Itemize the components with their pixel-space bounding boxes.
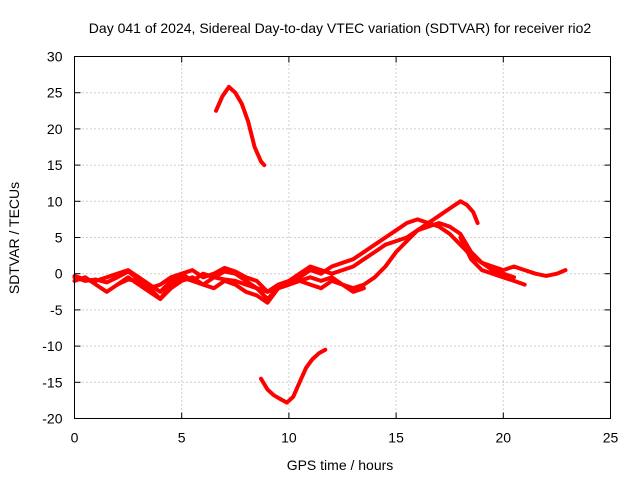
x-axis-label: GPS time / hours — [287, 457, 394, 473]
grid-layer — [74, 56, 611, 419]
series-layer — [72, 84, 568, 405]
tick-layer: 0 5 10 15 20 25 -20 -15 -10 -5 0 5 10 15 20 25 30 — [42, 49, 618, 446]
y-tick-label: 15 — [47, 157, 63, 173]
series-arc-low — [259, 347, 328, 405]
y-tick-label: 5 — [55, 230, 63, 246]
series-track-5 — [458, 235, 527, 287]
y-tick-label: -10 — [42, 338, 62, 354]
x-tick-label: 0 — [71, 430, 79, 446]
y-axis-label: SDTVAR / TECUs — [6, 182, 22, 294]
chart-title: Day 041 of 2024, Sidereal Day-to-day VTE… — [89, 20, 592, 36]
y-tick-label: 0 — [55, 266, 63, 282]
series-track-1 — [72, 269, 366, 301]
y-tick-label: 20 — [47, 121, 63, 137]
y-tick-label: 30 — [47, 49, 63, 65]
series-arc-high — [214, 84, 267, 168]
y-tick-label: -5 — [50, 302, 63, 318]
y-tick-label: 25 — [47, 85, 63, 101]
y-tick-label: -15 — [42, 374, 62, 390]
x-tick-label: 20 — [496, 430, 512, 446]
y-tick-label: 10 — [47, 193, 63, 209]
series-track-4 — [115, 217, 516, 294]
x-tick-label: 15 — [388, 430, 404, 446]
x-tick-label: 5 — [178, 430, 186, 446]
y-tick-label: -20 — [42, 411, 62, 427]
x-tick-label: 25 — [603, 430, 619, 446]
x-tick-label: 10 — [281, 430, 297, 446]
